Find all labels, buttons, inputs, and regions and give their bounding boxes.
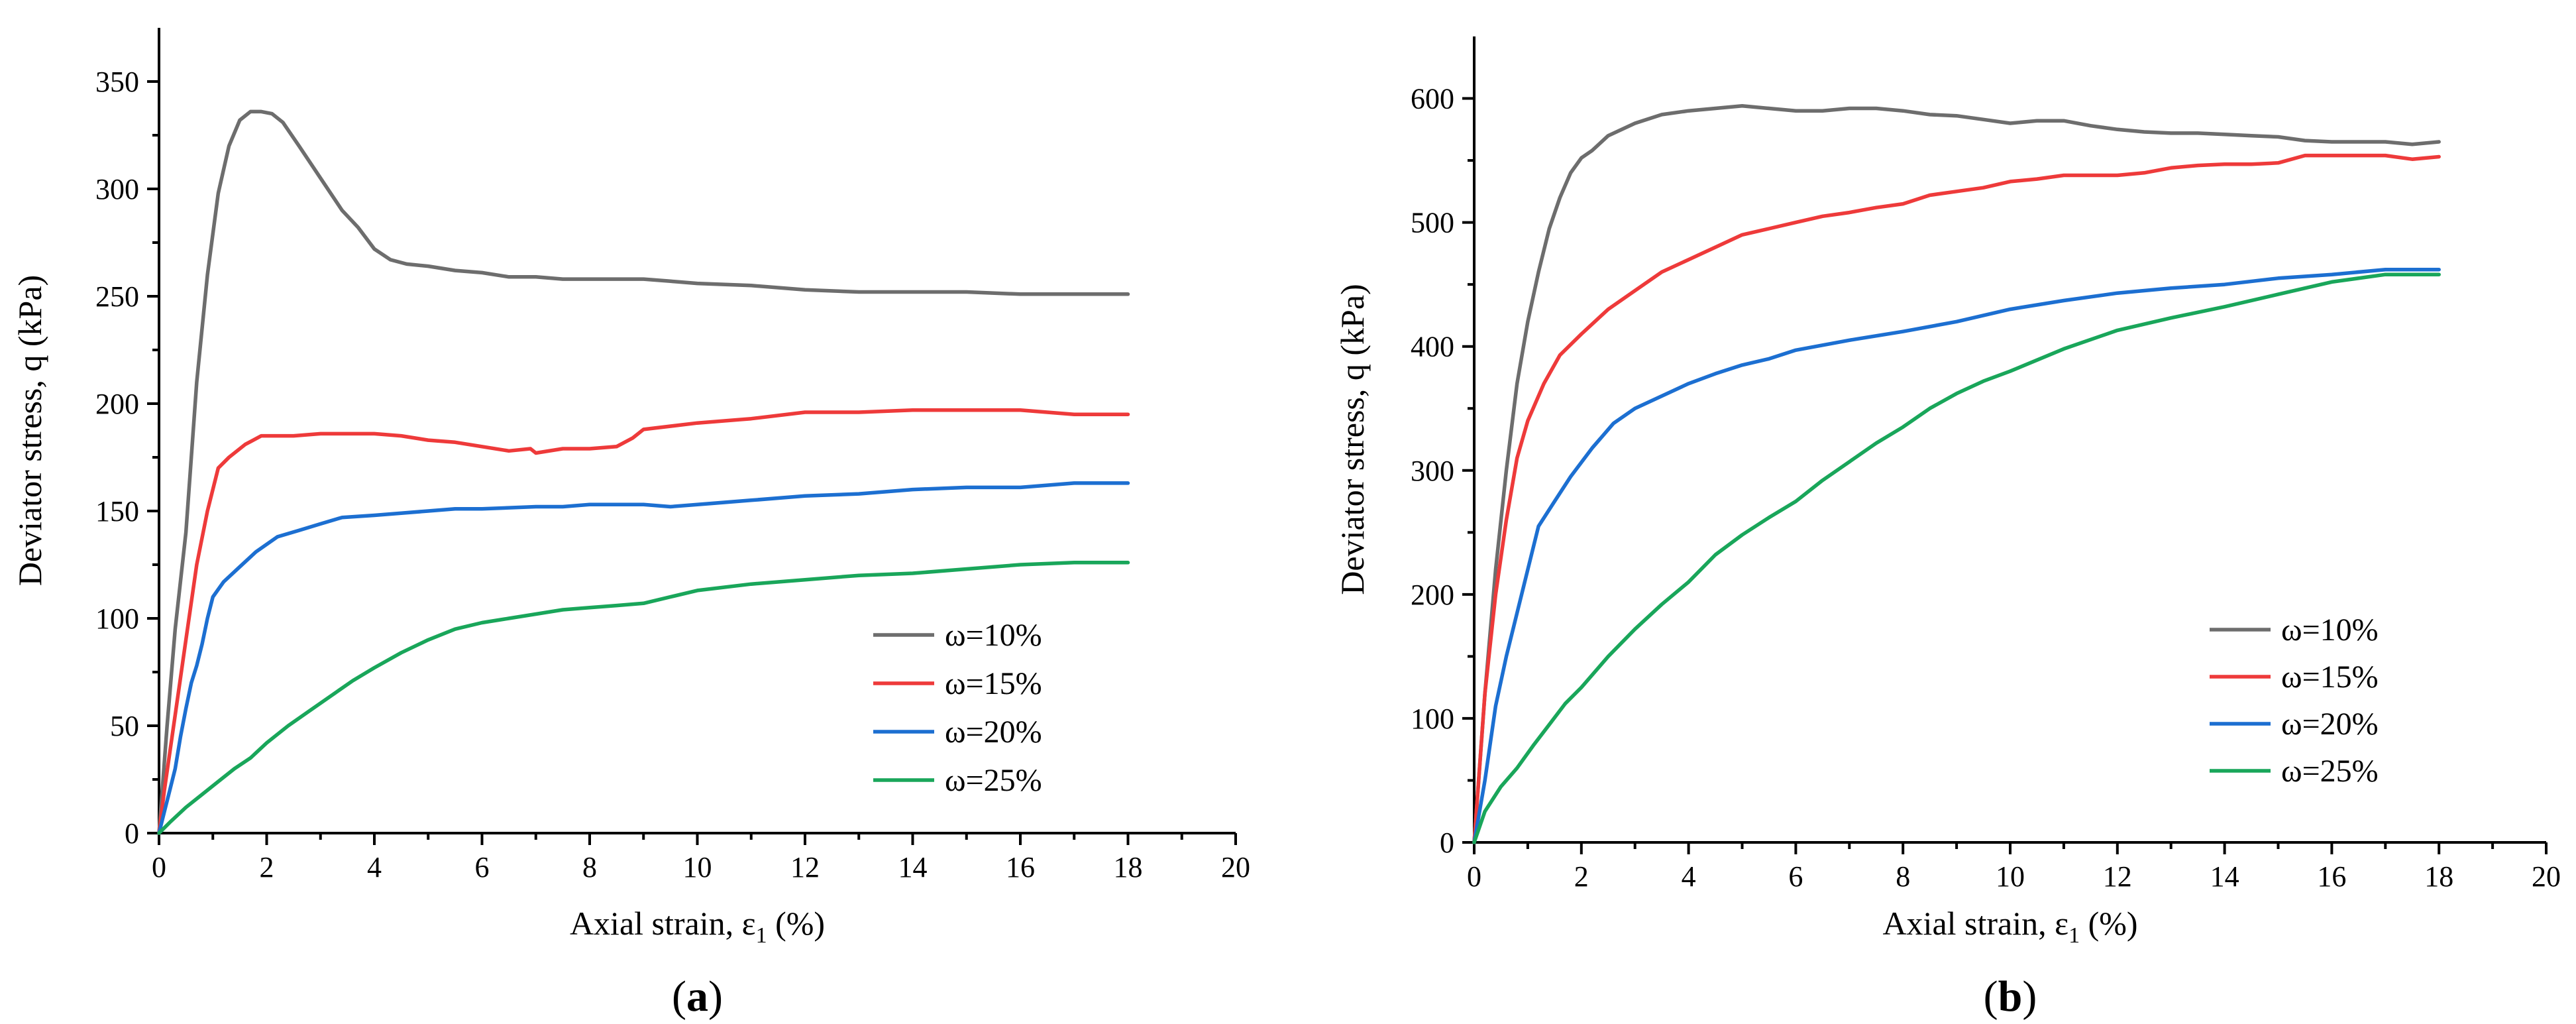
legend-label: ω=10% — [2281, 612, 2379, 648]
legend-label: ω=10% — [945, 618, 1042, 653]
series-line-3 — [1472, 267, 2441, 844]
y-tick-label: 0 — [125, 817, 139, 850]
legend-label: ω=20% — [945, 714, 1042, 750]
x-tick-label: 14 — [898, 851, 928, 883]
panel-label-close-paren: ) — [2022, 972, 2037, 1021]
x-tick-label: 20 — [2532, 860, 2561, 893]
panel-label-close-paren: ) — [708, 972, 723, 1021]
x-tick-label: 6 — [475, 851, 490, 883]
x-tick-label: 14 — [2210, 860, 2239, 893]
y-tick-label: 300 — [1411, 455, 1454, 487]
y-tick-label: 200 — [95, 388, 139, 420]
panel-label-open-paren: ( — [672, 972, 686, 1021]
x-tick-label: 16 — [1006, 851, 1035, 883]
y-tick-label: 400 — [1411, 331, 1454, 363]
x-axis-title: Axial strain, ε1 (%) — [1882, 905, 2137, 948]
legend-label: ω=25% — [2281, 754, 2379, 789]
y-axis-title: Deviator stress, q (kPa) — [11, 275, 48, 586]
series-line-1 — [1472, 104, 2441, 844]
x-axis-title-main: Axial strain, ε — [1882, 905, 2068, 942]
y-tick-label: 0 — [1440, 826, 1454, 859]
x-tick-label: 10 — [1996, 860, 2025, 893]
x-tick-label: 12 — [790, 851, 820, 883]
y-tick-label: 500 — [1411, 207, 1454, 239]
series-line-4 — [157, 561, 1130, 835]
legend: ω=10% ω=15% ω=20% ω=25% — [2210, 612, 2379, 789]
y-axis-title: Deviator stress, q (kPa) — [1334, 284, 1371, 595]
x-tick-label: 0 — [152, 851, 166, 883]
series-line-1 — [157, 109, 1130, 835]
legend-label: ω=25% — [945, 763, 1042, 798]
x-tick-label: 2 — [260, 851, 274, 883]
series-line-3 — [157, 481, 1130, 835]
legend-label: ω=15% — [2281, 659, 2379, 695]
y-tick-label: 250 — [95, 280, 139, 313]
legend-label: ω=20% — [2281, 707, 2379, 742]
y-tick-label: 200 — [1411, 579, 1454, 611]
x-tick-label: 10 — [683, 851, 712, 883]
x-tick-label: 4 — [1682, 860, 1696, 893]
panel-label: (b) — [1984, 972, 2037, 1021]
x-axis-title: Axial strain, ε1 (%) — [570, 905, 825, 948]
chart-panel-a: 0 2 4 6 8 10 12 14 16 18 20050100150200250300350ω=… — [11, 28, 1250, 1021]
panel-label-letter: a — [686, 972, 708, 1021]
y-tick-label: 300 — [95, 173, 139, 205]
x-axis-title-unit: (%) — [767, 905, 825, 942]
x-tick-label: 0 — [1467, 860, 1481, 893]
x-axis-title-subscript: 1 — [756, 923, 767, 948]
x-tick-label: 18 — [1114, 851, 1143, 883]
x-tick-label: 4 — [367, 851, 382, 883]
panel-label-letter: b — [1998, 972, 2023, 1021]
series-line-2 — [1472, 153, 2441, 844]
y-tick-label: 100 — [95, 602, 139, 635]
y-tick-label: 50 — [110, 710, 139, 742]
legend: ω=10% ω=15% ω=20% ω=25% — [873, 618, 1042, 798]
panel-label-open-paren: ( — [1984, 972, 1998, 1021]
x-axis-title-unit: (%) — [2080, 905, 2137, 942]
y-tick-label: 100 — [1411, 703, 1454, 735]
y-tick-label: 350 — [95, 66, 139, 98]
x-tick-label: 2 — [1574, 860, 1589, 893]
x-tick-label: 8 — [582, 851, 597, 883]
y-tick-label: 600 — [1411, 83, 1454, 115]
y-tick-label: 150 — [95, 495, 139, 528]
chart-panel-b: 0 2 4 6 8 10 12 14 16 18 200100200300400500600ω=10… — [1334, 36, 2561, 1021]
x-tick-label: 6 — [1788, 860, 1803, 893]
x-tick-label: 8 — [1896, 860, 1910, 893]
x-tick-label: 20 — [1221, 851, 1250, 883]
panel-label: (a) — [672, 972, 723, 1021]
x-axis-title-subscript: 1 — [2068, 923, 2080, 948]
series-line-4 — [1472, 272, 2441, 844]
x-axis-title-main: Axial strain, ε — [570, 905, 756, 942]
x-tick-label: 16 — [2317, 860, 2346, 893]
x-tick-label: 18 — [2424, 860, 2453, 893]
series-line-2 — [157, 408, 1130, 835]
legend-label: ω=15% — [945, 666, 1042, 701]
x-tick-label: 12 — [2103, 860, 2132, 893]
